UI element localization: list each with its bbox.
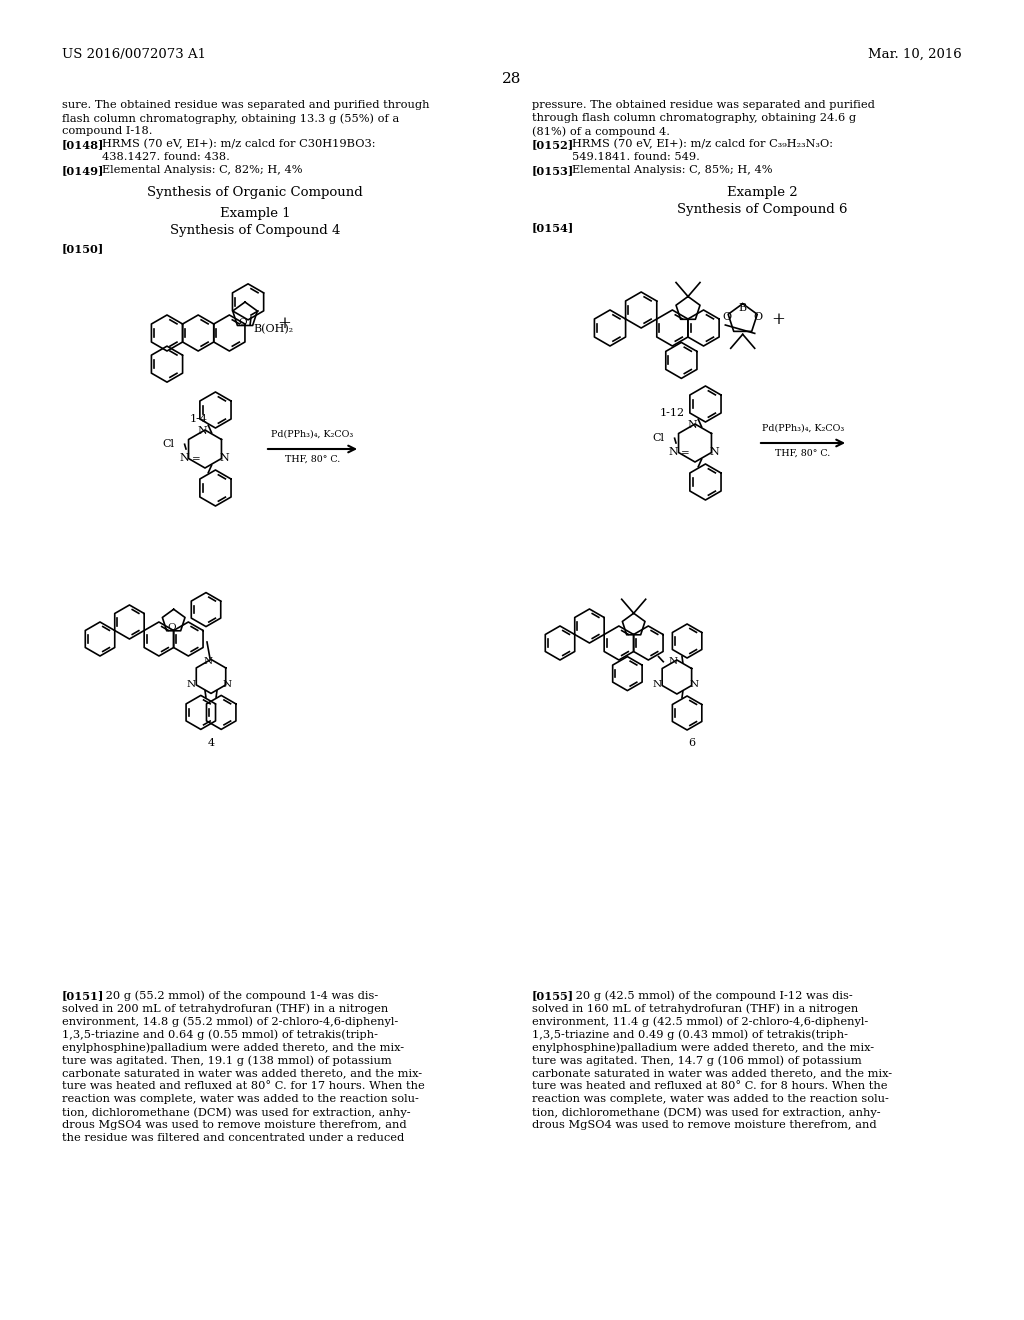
Text: [0155]: [0155] — [532, 990, 574, 1001]
Text: environment, 14.8 g (55.2 mmol) of 2-chloro-4,6-diphenyl-: environment, 14.8 g (55.2 mmol) of 2-chl… — [62, 1016, 398, 1027]
Text: enylphosphine)palladium were added thereto, and the mix-: enylphosphine)palladium were added there… — [62, 1041, 404, 1052]
Text: [0154]: [0154] — [532, 222, 574, 234]
Text: through flash column chromatography, obtaining 24.6 g: through flash column chromatography, obt… — [532, 114, 856, 123]
Text: solved in 200 mL of tetrahydrofuran (THF) in a nitrogen: solved in 200 mL of tetrahydrofuran (THF… — [62, 1003, 388, 1014]
Text: N: N — [652, 680, 662, 689]
Text: 1-12: 1-12 — [659, 408, 685, 418]
Text: Example 2: Example 2 — [727, 186, 798, 199]
Text: 20 g (55.2 mmol) of the compound 1-4 was dis-: 20 g (55.2 mmol) of the compound 1-4 was… — [102, 990, 378, 1001]
Text: Elemental Analysis: C, 82%; H, 4%: Elemental Analysis: C, 82%; H, 4% — [102, 165, 302, 176]
Text: N: N — [203, 656, 212, 665]
Text: US 2016/0072073 A1: US 2016/0072073 A1 — [62, 48, 206, 61]
Text: drous MgSO4 was used to remove moisture therefrom, and: drous MgSO4 was used to remove moisture … — [62, 1119, 407, 1130]
Text: ture was agitated. Then, 14.7 g (106 mmol) of potassium: ture was agitated. Then, 14.7 g (106 mmo… — [532, 1055, 862, 1065]
Text: N: N — [687, 420, 697, 430]
Text: [0150]: [0150] — [62, 243, 104, 253]
Text: carbonate saturated in water was added thereto, and the mix-: carbonate saturated in water was added t… — [62, 1068, 422, 1078]
Text: reaction was complete, water was added to the reaction solu-: reaction was complete, water was added t… — [532, 1094, 889, 1104]
Text: reaction was complete, water was added to the reaction solu-: reaction was complete, water was added t… — [62, 1094, 419, 1104]
Text: N: N — [668, 446, 678, 457]
Text: =: = — [193, 455, 201, 463]
Text: ture was heated and refluxed at 80° C. for 8 hours. When the: ture was heated and refluxed at 80° C. f… — [532, 1081, 888, 1092]
Text: carbonate saturated in water was added thereto, and the mix-: carbonate saturated in water was added t… — [532, 1068, 892, 1078]
Text: enylphosphine)palladium were added thereto, and the mix-: enylphosphine)palladium were added there… — [532, 1041, 874, 1052]
Text: O: O — [754, 313, 763, 322]
Text: tion, dichloromethane (DCM) was used for extraction, anhy-: tion, dichloromethane (DCM) was used for… — [532, 1107, 881, 1118]
Text: drous MgSO4 was used to remove moisture therefrom, and: drous MgSO4 was used to remove moisture … — [532, 1119, 877, 1130]
Text: THF, 80° C.: THF, 80° C. — [285, 455, 340, 465]
Text: N: N — [710, 446, 719, 457]
Text: N: N — [689, 680, 698, 689]
Text: =: = — [681, 449, 690, 458]
Text: THF, 80° C.: THF, 80° C. — [775, 449, 830, 458]
Text: compound I-18.: compound I-18. — [62, 125, 153, 136]
Text: O: O — [723, 313, 732, 322]
Text: N: N — [179, 453, 188, 462]
Text: [0153]: [0153] — [532, 165, 574, 176]
Text: Mar. 10, 2016: Mar. 10, 2016 — [868, 48, 962, 61]
Text: 4: 4 — [208, 738, 215, 748]
Text: [0148]: [0148] — [62, 139, 104, 150]
Text: Elemental Analysis: C, 85%; H, 4%: Elemental Analysis: C, 85%; H, 4% — [572, 165, 772, 176]
Text: Example 1: Example 1 — [220, 207, 291, 220]
Text: Pd(PPh₃)₄, K₂CO₃: Pd(PPh₃)₄, K₂CO₃ — [271, 430, 353, 440]
Text: +: + — [278, 315, 291, 333]
Text: HRMS (70 eV, EI+): m/z calcd for C30H19BO3:: HRMS (70 eV, EI+): m/z calcd for C30H19B… — [102, 139, 376, 149]
Text: N: N — [198, 426, 207, 436]
Text: Synthesis of Compound 4: Synthesis of Compound 4 — [170, 224, 340, 238]
Text: 1,3,5-triazine and 0.64 g (0.55 mmol) of tetrakis(triph-: 1,3,5-triazine and 0.64 g (0.55 mmol) of… — [62, 1030, 378, 1040]
Text: 438.1427. found: 438.: 438.1427. found: 438. — [102, 152, 229, 162]
Text: 20 g (42.5 mmol) of the compound I-12 was dis-: 20 g (42.5 mmol) of the compound I-12 wa… — [572, 990, 853, 1001]
Text: +: + — [771, 310, 785, 327]
Text: Synthesis of Organic Compound: Synthesis of Organic Compound — [147, 186, 362, 199]
Text: 1-4: 1-4 — [189, 414, 207, 424]
Text: 28: 28 — [503, 73, 521, 86]
Text: (81%) of a compound 4.: (81%) of a compound 4. — [532, 125, 670, 136]
Text: B: B — [738, 304, 746, 313]
Text: N: N — [223, 680, 232, 689]
Text: [0152]: [0152] — [532, 139, 574, 150]
Text: 1,3,5-triazine and 0.49 g (0.43 mmol) of tetrakis(triph-: 1,3,5-triazine and 0.49 g (0.43 mmol) of… — [532, 1030, 848, 1040]
Text: HRMS (70 eV, EI+): m/z calcd for C₃₉H₂₃N₃O:: HRMS (70 eV, EI+): m/z calcd for C₃₉H₂₃N… — [572, 139, 833, 149]
Text: N: N — [219, 453, 229, 462]
Text: O: O — [167, 623, 176, 631]
Text: pressure. The obtained residue was separated and purified: pressure. The obtained residue was separ… — [532, 100, 874, 110]
Text: ture was agitated. Then, 19.1 g (138 mmol) of potassium: ture was agitated. Then, 19.1 g (138 mmo… — [62, 1055, 392, 1065]
Text: ture was heated and refluxed at 80° C. for 17 hours. When the: ture was heated and refluxed at 80° C. f… — [62, 1081, 425, 1092]
Text: O: O — [239, 318, 248, 326]
Text: Cl: Cl — [652, 433, 665, 444]
Text: Pd(PPh₃)₄, K₂CO₃: Pd(PPh₃)₄, K₂CO₃ — [762, 424, 844, 433]
Text: B(OH)₂: B(OH)₂ — [253, 323, 293, 334]
Text: N: N — [186, 680, 196, 689]
Text: [0149]: [0149] — [62, 165, 104, 176]
Text: environment, 11.4 g (42.5 mmol) of 2-chloro-4,6-diphenyl-: environment, 11.4 g (42.5 mmol) of 2-chl… — [532, 1016, 868, 1027]
Text: 6: 6 — [688, 738, 695, 748]
Text: the residue was filtered and concentrated under a reduced: the residue was filtered and concentrate… — [62, 1133, 404, 1143]
Text: flash column chromatography, obtaining 13.3 g (55%) of a: flash column chromatography, obtaining 1… — [62, 114, 399, 124]
Text: N: N — [669, 657, 678, 667]
Text: solved in 160 mL of tetrahydrofuran (THF) in a nitrogen: solved in 160 mL of tetrahydrofuran (THF… — [532, 1003, 858, 1014]
Text: tion, dichloromethane (DCM) was used for extraction, anhy-: tion, dichloromethane (DCM) was used for… — [62, 1107, 411, 1118]
Text: 549.1841. found: 549.: 549.1841. found: 549. — [572, 152, 699, 162]
Text: [0151]: [0151] — [62, 990, 104, 1001]
Text: Synthesis of Compound 6: Synthesis of Compound 6 — [677, 203, 847, 216]
Text: Cl: Cl — [163, 440, 175, 449]
Text: sure. The obtained residue was separated and purified through: sure. The obtained residue was separated… — [62, 100, 429, 110]
